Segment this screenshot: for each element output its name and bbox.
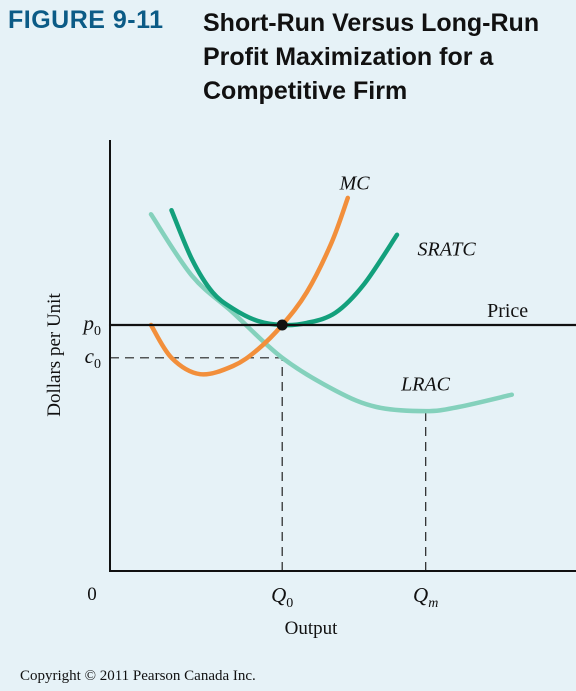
series-lrac <box>148 212 515 414</box>
curves <box>108 195 576 414</box>
figure-title: Short-Run Versus Long-Run Profit Maximiz… <box>203 9 540 105</box>
series-mc <box>148 195 351 377</box>
figure-label: FIGURE 9-11 <box>8 6 164 34</box>
label-mc: MC <box>339 173 371 195</box>
y-axis-label: Dollars per Unit <box>44 293 65 417</box>
guide-lines <box>110 357 427 571</box>
x-tick-label-q0: Q0 <box>271 583 293 611</box>
copyright: Copyright © 2011 Pearson Canada Inc. <box>20 668 256 684</box>
x-axis-label: Output <box>285 618 339 639</box>
origin-label: 0 <box>87 584 97 605</box>
label-sratc: SRATC <box>418 238 477 260</box>
labels: Dollars per Unit Output 0 MC SRATC LRAC Pri… <box>44 173 528 639</box>
label-lrac: LRAC <box>400 374 451 396</box>
equilibrium-point <box>276 319 288 331</box>
y-tick-label-c0: c0 <box>85 344 101 372</box>
label-price: Price <box>487 300 528 322</box>
y-tick-label-p0: p0 <box>82 311 102 339</box>
series-sratc <box>169 207 400 328</box>
axes <box>109 140 576 572</box>
x-tick-label-qm: Qm <box>413 583 438 611</box>
